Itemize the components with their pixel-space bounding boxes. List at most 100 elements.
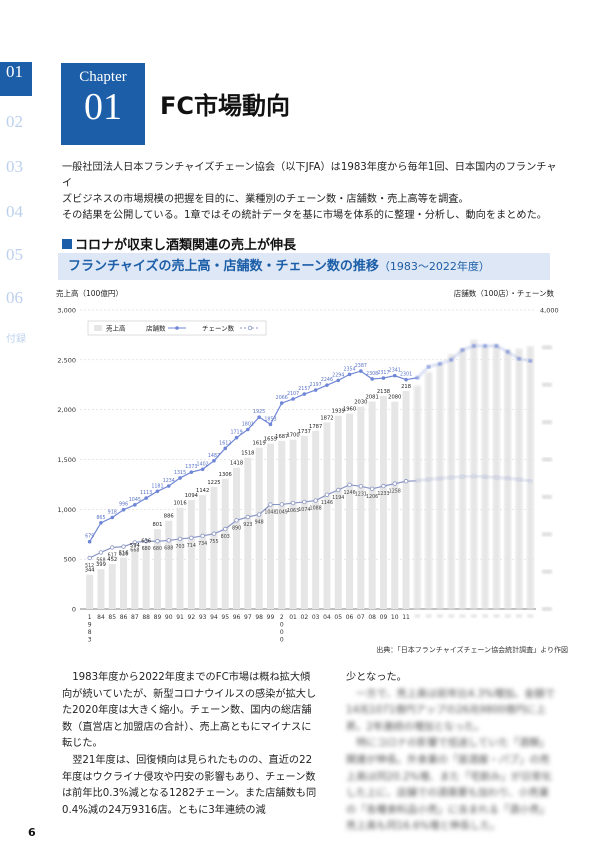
stores-point (392, 373, 397, 378)
sales-data-label: 1960 (343, 407, 356, 413)
side-tab-label: 05 (6, 245, 23, 264)
chains-data-label: 668 (130, 547, 139, 553)
sales-bar (278, 440, 286, 609)
stores-point (449, 358, 454, 362)
category-label: 96 (233, 614, 241, 621)
stores-data-label: 1045 (129, 497, 141, 503)
stores-data-label: 1402 (197, 461, 209, 467)
chains-point (403, 479, 409, 484)
right-axis-label: 店舗数（100店）・チェーン数 (454, 288, 555, 298)
legend-sales-swatch (94, 325, 102, 331)
stores-point (438, 362, 442, 366)
stores-data-label: 918 (108, 510, 117, 516)
sales-bar (425, 372, 433, 609)
chains-data-label: 923 (243, 522, 252, 528)
stores-point (189, 470, 194, 474)
chains-data-label: 680 (153, 546, 162, 552)
side-tab-appendix[interactable]: 付録 (0, 330, 32, 364)
sales-data-label: 801 (152, 522, 162, 528)
chains-point (87, 555, 92, 561)
right-tick-label-blurred (542, 420, 552, 425)
chains-point (347, 482, 352, 488)
category-label-blurred (504, 614, 511, 618)
chains-point (336, 487, 341, 493)
side-tab-06[interactable]: 06 (0, 288, 32, 322)
stores-point (99, 520, 103, 525)
section-heading-text: コロナが収束し酒類関連の売上が伸長 (75, 238, 297, 253)
sales-bar (459, 348, 467, 609)
left-tick-label: 2,000 (57, 406, 76, 414)
stores-point (223, 446, 228, 451)
category-label-blurred (470, 614, 477, 618)
stores-point (472, 344, 476, 348)
sales-bar (153, 529, 161, 609)
intro-line: 一般社団法人日本フランチャイズチェーン協会（以下JFA）は1983年度から毎年1… (62, 162, 557, 189)
category-label-blurred (493, 614, 500, 618)
stores-data-label: 2354 (343, 366, 355, 372)
left-axis-label: 売上高（100億円） (56, 288, 123, 298)
sales-bar (368, 401, 376, 609)
side-tab-03[interactable]: 03 (0, 157, 32, 191)
category-label-blurred (482, 614, 489, 618)
category-label: 11 (402, 614, 410, 621)
sales-data-label: 218 (401, 384, 411, 390)
chains-data-label: 755 (209, 539, 218, 545)
stores-point (246, 427, 250, 432)
chains-point (437, 476, 443, 481)
chains-data-label: 890 (232, 525, 241, 531)
body-column-left: 1983年度から2022年度までのFC市場は概ね拡大傾向が続いていたが、新型コロ… (62, 670, 318, 819)
sales-data-label: 1016 (173, 501, 186, 507)
stores-point (483, 344, 487, 348)
side-tab-label: 02 (6, 112, 23, 131)
stores-data-label: 2197 (310, 382, 322, 388)
legend-stores-marker (175, 326, 179, 330)
stores-point (325, 383, 329, 387)
chains-point (324, 492, 330, 497)
category-label-blurred (527, 614, 534, 618)
stores-data-label: 1612 (219, 440, 231, 446)
legend-chains-marker (247, 325, 253, 331)
right-tick-label-blurred (542, 382, 552, 387)
stores-point (370, 377, 374, 381)
legend-sales-label: 売上高 (106, 324, 126, 333)
sales-bar (266, 443, 274, 609)
chains-point (415, 478, 420, 484)
category-label: 92 (188, 614, 196, 621)
body-paragraph-end: 少となった。 (346, 672, 407, 683)
side-tab-05[interactable]: 05 (0, 245, 32, 279)
category-label: 97 (244, 614, 252, 621)
category-label: 84 (97, 614, 105, 621)
right-tick-label-blurred (542, 569, 552, 574)
stores-point (359, 369, 363, 373)
chains-point (155, 539, 160, 544)
side-tab-label: 04 (6, 202, 23, 221)
chapter-word: Chapter (79, 69, 127, 85)
sales-data-label: 1142 (196, 488, 209, 494)
stores-data-label: 675 (85, 534, 94, 540)
left-tick-label: 2,500 (57, 356, 76, 364)
chart-title: フランチャイズの売上高・店舗数・チェーン数の推移 (68, 259, 379, 274)
side-tab-01[interactable]: 01 (0, 62, 32, 96)
chains-point (290, 500, 296, 506)
sales-data-label: 516 (119, 551, 129, 557)
category-label: 01 (289, 614, 297, 621)
chains-data-label: 714 (187, 543, 196, 549)
side-tab-02[interactable]: 02 (0, 112, 32, 146)
section-heading: コロナが収束し酒類関連の売上が伸長 (62, 234, 296, 253)
square-bullet-icon (62, 239, 72, 249)
category-label: 1 (88, 614, 92, 621)
chains-point (471, 473, 477, 479)
category-label: 95 (221, 614, 229, 621)
chains-data-label: 1194 (332, 495, 344, 501)
sales-data-label: 344 (85, 568, 96, 574)
side-tab-04[interactable]: 04 (0, 202, 32, 236)
category-label: 09 (380, 614, 388, 621)
chapter-number: 01 (84, 86, 122, 128)
category-label: 04 (323, 614, 331, 621)
stores-data-label: 2246 (321, 377, 333, 383)
chains-point (392, 481, 397, 486)
chains-data-label: 703 (175, 544, 184, 550)
sales-bar (255, 447, 263, 609)
stores-data-label: 2301 (400, 372, 412, 378)
sales-data-label: 452 (107, 557, 117, 563)
